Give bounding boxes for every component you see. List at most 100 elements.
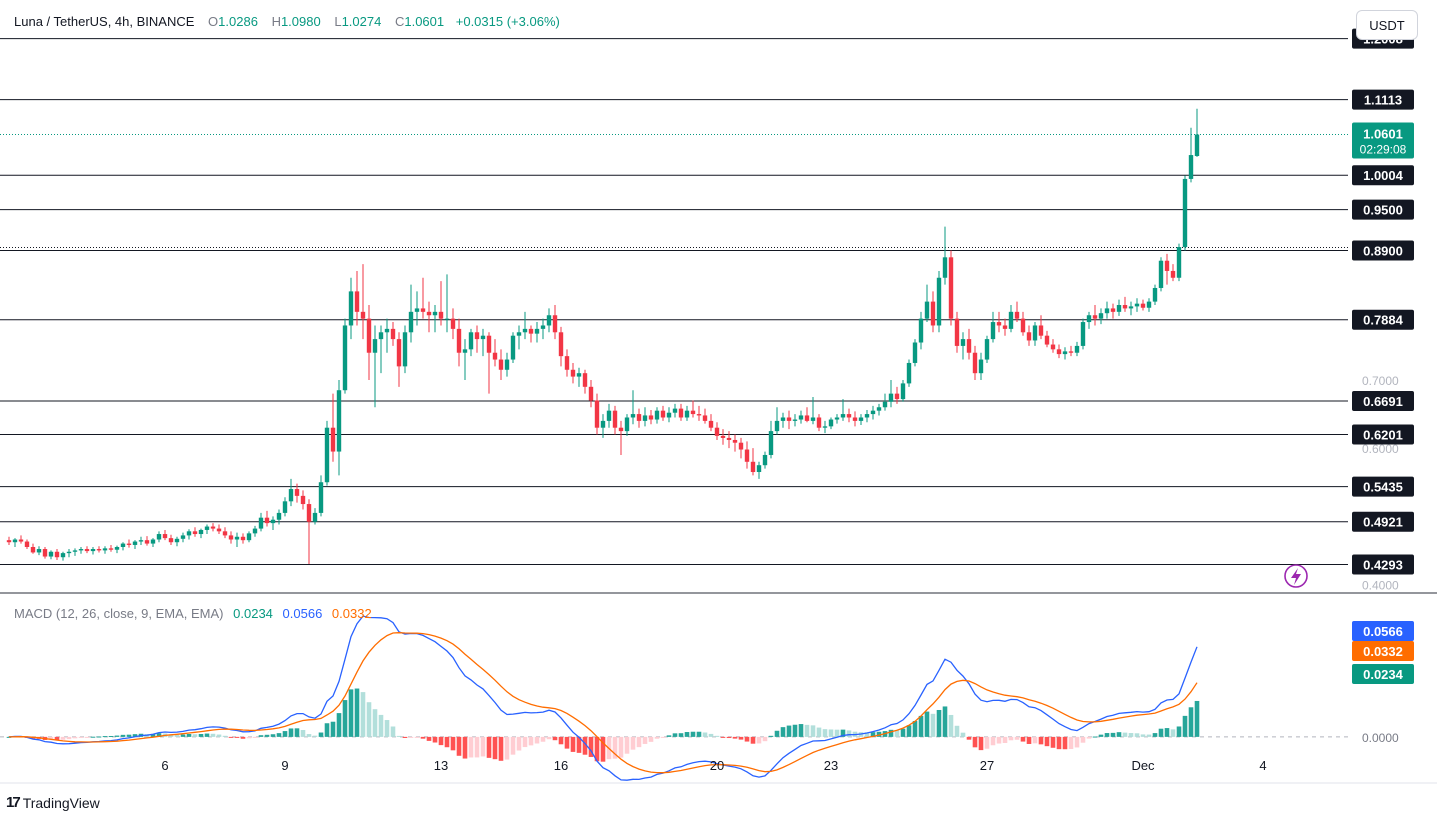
tradingview-brand[interactable]: 17 TradingView bbox=[6, 794, 100, 811]
candle-body bbox=[150, 539, 156, 544]
candle-body bbox=[474, 332, 480, 340]
candle-body bbox=[930, 301, 936, 326]
candle bbox=[306, 499, 312, 565]
candle bbox=[996, 311, 1002, 333]
candle-body bbox=[432, 311, 438, 316]
macd-histogram-bar bbox=[786, 725, 792, 737]
low-label: L bbox=[334, 14, 342, 29]
candle bbox=[1110, 303, 1116, 319]
macd-histogram-bar bbox=[6, 736, 12, 738]
candle bbox=[576, 367, 582, 387]
candle-body bbox=[636, 414, 642, 421]
candle bbox=[156, 531, 162, 543]
macd-histogram-bar bbox=[1122, 732, 1128, 737]
macd-histogram-bar bbox=[672, 733, 678, 737]
candle bbox=[756, 461, 762, 479]
macd-histogram-bar bbox=[552, 736, 558, 741]
candle-body bbox=[36, 549, 42, 553]
candle bbox=[1056, 344, 1062, 359]
macd-histogram-bar bbox=[1050, 736, 1056, 748]
symbol-title[interactable]: Luna / TetherUS, 4h, BINANCE bbox=[14, 14, 195, 29]
candle bbox=[1068, 345, 1074, 357]
candle-body bbox=[156, 534, 162, 540]
candle bbox=[552, 305, 558, 340]
candle bbox=[276, 509, 282, 525]
candle bbox=[438, 281, 444, 326]
currency-button[interactable]: USDT bbox=[1356, 10, 1418, 40]
candle-body bbox=[858, 417, 864, 421]
macd-histogram-bar bbox=[1038, 736, 1044, 745]
level-label-bg bbox=[1352, 424, 1414, 445]
macd-histogram-bar bbox=[1146, 734, 1152, 737]
macd-histogram-bar bbox=[768, 735, 774, 737]
candle-body bbox=[1146, 301, 1152, 308]
candle-body bbox=[564, 356, 570, 370]
candle bbox=[324, 420, 330, 486]
candle bbox=[906, 359, 912, 387]
macd-histogram-bar bbox=[1002, 736, 1008, 743]
candle bbox=[660, 405, 666, 421]
candle-body bbox=[234, 536, 240, 540]
candle-body bbox=[774, 420, 780, 432]
macd-histogram-bar bbox=[792, 724, 798, 737]
candle bbox=[354, 270, 360, 326]
macd-histogram-bar bbox=[210, 733, 216, 737]
candle bbox=[930, 291, 936, 333]
candle bbox=[1134, 298, 1140, 312]
candle bbox=[558, 326, 564, 367]
candle bbox=[120, 542, 126, 551]
candle bbox=[792, 414, 798, 427]
time-axis-label: Dec bbox=[1131, 758, 1155, 773]
candle bbox=[480, 328, 486, 357]
macd-histogram-bar bbox=[678, 733, 684, 737]
macd-indicator-label[interactable]: MACD (12, 26, close, 9, EMA, EMA) bbox=[14, 606, 224, 621]
macd-histogram-bar bbox=[324, 723, 330, 737]
macd-histogram-bar bbox=[906, 725, 912, 737]
candle-body bbox=[66, 551, 72, 554]
candle bbox=[1062, 347, 1068, 360]
candle-body bbox=[690, 410, 696, 415]
macd-histogram-bar bbox=[120, 734, 126, 737]
candle-body bbox=[114, 546, 120, 550]
time-axis-label: 27 bbox=[980, 758, 994, 773]
macd-histogram-bar bbox=[216, 734, 222, 737]
macd-histogram-bar bbox=[354, 688, 360, 737]
candle-body bbox=[840, 414, 846, 418]
macd-histogram-bar bbox=[750, 736, 756, 744]
candle-body bbox=[1116, 305, 1122, 312]
candle-body bbox=[1038, 325, 1044, 336]
macd-histogram-bar bbox=[618, 736, 624, 758]
candle bbox=[840, 399, 846, 421]
candle-body bbox=[540, 325, 546, 329]
candle bbox=[174, 536, 180, 547]
candle-body bbox=[138, 540, 144, 542]
candle bbox=[66, 549, 72, 558]
candle bbox=[972, 345, 978, 380]
macd-histogram-bar bbox=[492, 736, 498, 760]
candle bbox=[864, 409, 870, 423]
candle bbox=[444, 274, 450, 333]
macd-histogram-bar bbox=[342, 700, 348, 737]
macd-histogram-bar bbox=[132, 734, 138, 737]
candle-body bbox=[612, 410, 618, 428]
candle bbox=[762, 451, 768, 469]
macd-histogram-bar bbox=[588, 736, 594, 757]
macd-histogram-bar bbox=[966, 736, 972, 740]
macd-histogram-bar bbox=[126, 734, 132, 737]
candle-body bbox=[468, 332, 474, 350]
candle-body bbox=[282, 501, 288, 513]
candle-body bbox=[864, 414, 870, 418]
candle bbox=[1140, 299, 1146, 311]
current-price-label: 1.0601 bbox=[1363, 127, 1403, 142]
candle bbox=[432, 305, 438, 333]
candle-body bbox=[360, 311, 366, 319]
candle-body bbox=[270, 519, 276, 524]
candle-body bbox=[648, 415, 654, 420]
macd-histogram-bar bbox=[396, 735, 402, 737]
macd-histogram-bar bbox=[702, 732, 708, 737]
macd-histogram-bar bbox=[864, 732, 870, 737]
candle-body bbox=[378, 332, 384, 340]
candle-body bbox=[954, 318, 960, 346]
candle bbox=[1050, 339, 1056, 353]
